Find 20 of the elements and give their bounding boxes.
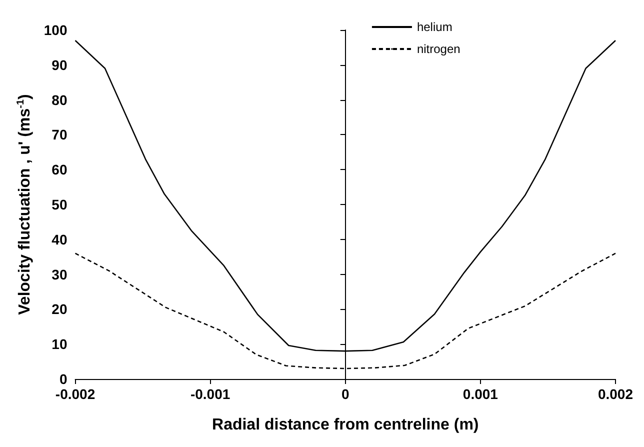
- y-tick-label: 90: [52, 56, 68, 73]
- x-tick-label: 0.002: [598, 386, 634, 402]
- y-tick-label: 0: [59, 371, 68, 387]
- x-axis-title: Radial distance from centreline (m): [212, 416, 479, 434]
- y-tick-label: 100: [44, 22, 68, 38]
- y-tick-label: 80: [52, 92, 68, 108]
- x-tick-label: -0.002: [55, 386, 96, 402]
- y-tick-label: 50: [52, 196, 68, 212]
- legend-label: nitrogen: [416, 42, 460, 56]
- y-tick-label: 60: [52, 162, 68, 178]
- y-tick-label: 10: [52, 336, 68, 352]
- y-tick-label: 40: [52, 231, 68, 248]
- y-axis-title: Velocity fluctuation , u' (ms-1): [16, 94, 34, 315]
- y-tick-label: 20: [52, 301, 68, 318]
- y-tick-label: 30: [52, 266, 68, 282]
- legend-label: helium: [416, 20, 452, 34]
- x-tick-label: 0.001: [462, 386, 498, 402]
- x-tick-label: 0: [341, 386, 350, 402]
- y-tick-label: 70: [52, 126, 68, 143]
- x-tick-label: -0.001: [190, 386, 230, 402]
